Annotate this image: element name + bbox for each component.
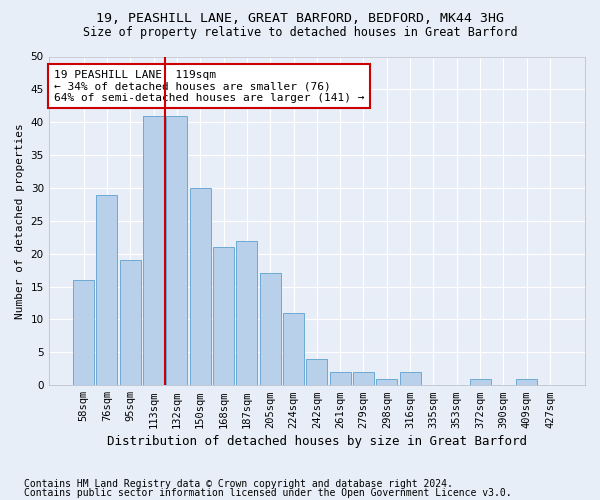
Y-axis label: Number of detached properties: Number of detached properties xyxy=(15,123,25,318)
Bar xyxy=(236,240,257,385)
Bar xyxy=(353,372,374,385)
Bar xyxy=(73,280,94,385)
Bar xyxy=(400,372,421,385)
X-axis label: Distribution of detached houses by size in Great Barford: Distribution of detached houses by size … xyxy=(107,434,527,448)
Bar xyxy=(516,378,537,385)
Bar xyxy=(97,194,118,385)
Bar xyxy=(213,247,234,385)
Bar xyxy=(376,378,397,385)
Bar xyxy=(260,274,281,385)
Bar xyxy=(329,372,350,385)
Text: Size of property relative to detached houses in Great Barford: Size of property relative to detached ho… xyxy=(83,26,517,39)
Text: 19 PEASHILL LANE: 119sqm
← 34% of detached houses are smaller (76)
64% of semi-d: 19 PEASHILL LANE: 119sqm ← 34% of detach… xyxy=(54,70,365,103)
Text: Contains public sector information licensed under the Open Government Licence v3: Contains public sector information licen… xyxy=(24,488,512,498)
Bar xyxy=(166,116,187,385)
Bar xyxy=(120,260,140,385)
Bar xyxy=(143,116,164,385)
Bar xyxy=(470,378,491,385)
Bar xyxy=(190,188,211,385)
Text: Contains HM Land Registry data © Crown copyright and database right 2024.: Contains HM Land Registry data © Crown c… xyxy=(24,479,453,489)
Bar xyxy=(283,313,304,385)
Text: 19, PEASHILL LANE, GREAT BARFORD, BEDFORD, MK44 3HG: 19, PEASHILL LANE, GREAT BARFORD, BEDFOR… xyxy=(96,12,504,26)
Bar xyxy=(307,359,328,385)
